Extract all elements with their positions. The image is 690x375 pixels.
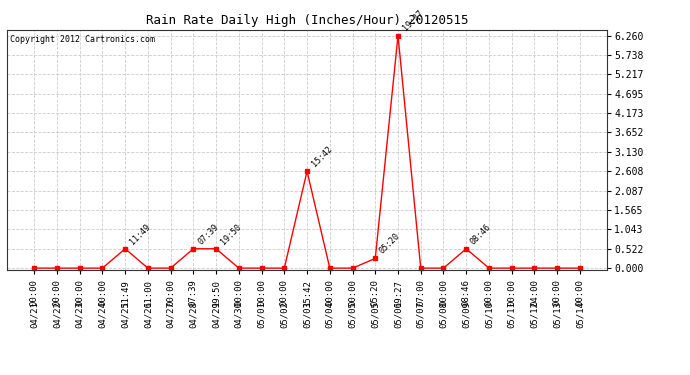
Text: 11:00: 11:00 xyxy=(144,280,152,306)
Text: 08:46: 08:46 xyxy=(469,222,493,246)
Text: 00:00: 00:00 xyxy=(257,280,266,306)
Text: 00:00: 00:00 xyxy=(553,280,562,306)
Text: 00:00: 00:00 xyxy=(575,280,584,306)
Text: 04:00: 04:00 xyxy=(530,280,539,306)
Text: 07:39: 07:39 xyxy=(189,280,198,306)
Text: 00:00: 00:00 xyxy=(484,280,493,306)
Text: Copyright 2012 Cartronics.com: Copyright 2012 Cartronics.com xyxy=(10,35,155,44)
Text: 05:20: 05:20 xyxy=(378,232,402,256)
Text: 05/14: 05/14 xyxy=(575,301,584,328)
Text: 00:00: 00:00 xyxy=(348,280,357,306)
Text: 04/29: 04/29 xyxy=(212,301,221,328)
Text: 00:00: 00:00 xyxy=(507,280,516,306)
Text: 04/24: 04/24 xyxy=(98,301,107,328)
Text: 00:00: 00:00 xyxy=(166,280,175,306)
Text: 05/02: 05/02 xyxy=(280,301,289,328)
Text: 00:00: 00:00 xyxy=(75,280,84,306)
Text: 05:20: 05:20 xyxy=(371,280,380,306)
Text: 08:46: 08:46 xyxy=(462,280,471,306)
Text: 04/23: 04/23 xyxy=(75,301,84,328)
Text: 04/21: 04/21 xyxy=(30,301,39,328)
Text: 05/13: 05/13 xyxy=(553,301,562,328)
Text: 04/30: 04/30 xyxy=(235,301,244,328)
Text: 04/27: 04/27 xyxy=(166,301,175,328)
Text: 05/09: 05/09 xyxy=(462,301,471,328)
Text: 05/01: 05/01 xyxy=(257,301,266,328)
Text: 07:39: 07:39 xyxy=(196,222,220,246)
Text: 19:27: 19:27 xyxy=(393,280,402,306)
Text: 19:27: 19:27 xyxy=(401,9,425,33)
Text: 11:49: 11:49 xyxy=(121,280,130,306)
Text: 05/04: 05/04 xyxy=(325,301,334,328)
Title: Rain Rate Daily High (Inches/Hour) 20120515: Rain Rate Daily High (Inches/Hour) 20120… xyxy=(146,15,469,27)
Text: 00:00: 00:00 xyxy=(30,280,39,306)
Text: 05/10: 05/10 xyxy=(484,301,493,328)
Text: 04/25: 04/25 xyxy=(121,301,130,328)
Text: 00:00: 00:00 xyxy=(235,280,244,306)
Text: 05/07: 05/07 xyxy=(416,301,425,328)
Text: 00:00: 00:00 xyxy=(52,280,61,306)
Text: 04/28: 04/28 xyxy=(189,301,198,328)
Text: 05/08: 05/08 xyxy=(439,301,448,328)
Text: 19:50: 19:50 xyxy=(219,222,243,246)
Text: 04/26: 04/26 xyxy=(144,301,152,328)
Text: 15:42: 15:42 xyxy=(302,280,312,306)
Text: 05/12: 05/12 xyxy=(530,301,539,328)
Text: 04/22: 04/22 xyxy=(52,301,61,328)
Text: 00:00: 00:00 xyxy=(439,280,448,306)
Text: 05/05: 05/05 xyxy=(348,301,357,328)
Text: 19:50: 19:50 xyxy=(212,280,221,306)
Text: 05/03: 05/03 xyxy=(302,301,312,328)
Text: 00:00: 00:00 xyxy=(280,280,289,306)
Text: 15:42: 15:42 xyxy=(310,144,334,168)
Text: 00:00: 00:00 xyxy=(325,280,334,306)
Text: 05/05: 05/05 xyxy=(371,301,380,328)
Text: 07:00: 07:00 xyxy=(416,280,425,306)
Text: 11:49: 11:49 xyxy=(128,222,152,246)
Text: 05/11: 05/11 xyxy=(507,301,516,328)
Text: 00:00: 00:00 xyxy=(98,280,107,306)
Text: 05/06: 05/06 xyxy=(393,301,402,328)
